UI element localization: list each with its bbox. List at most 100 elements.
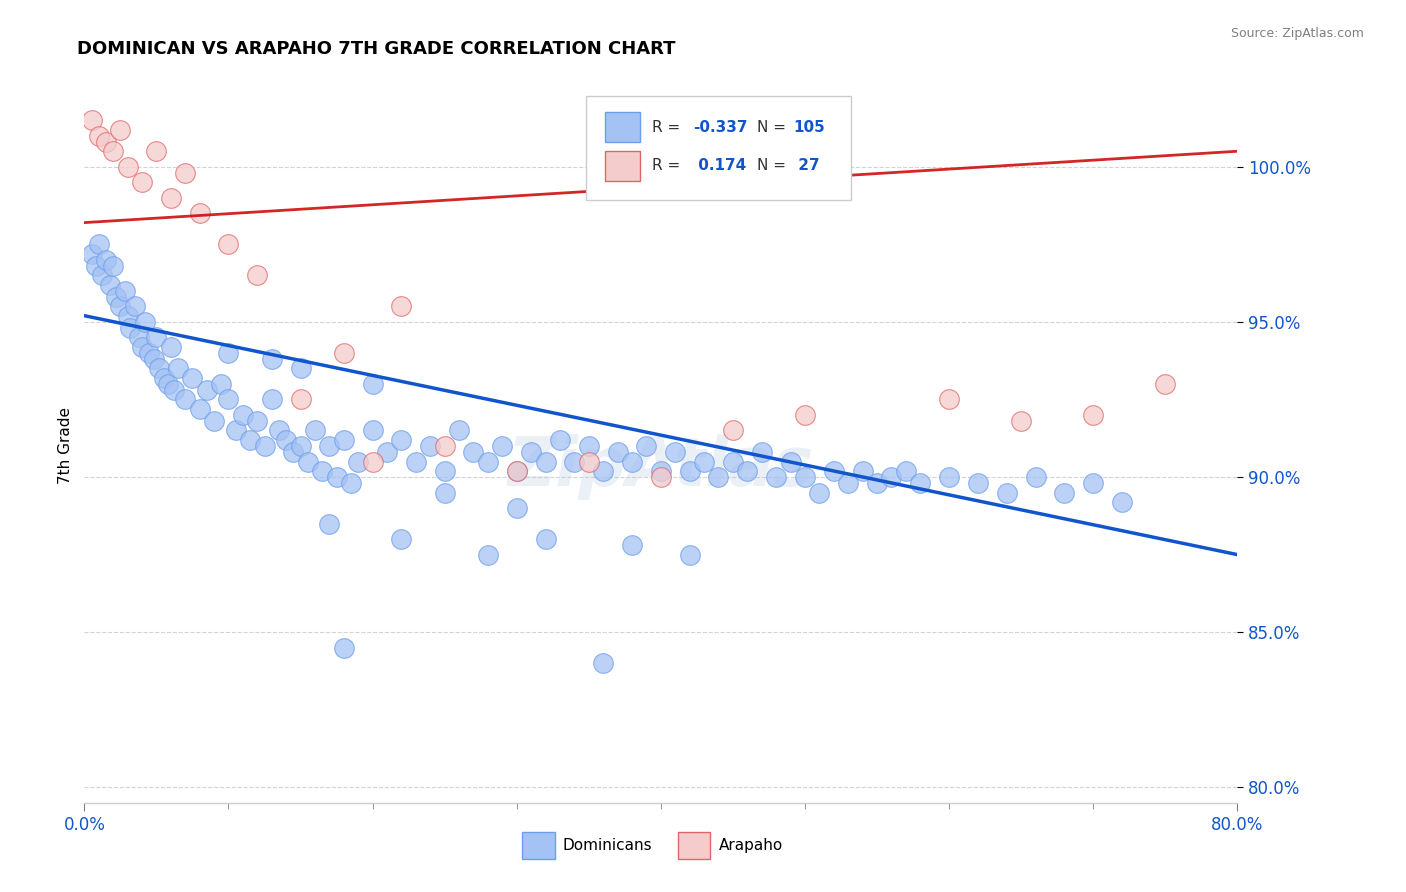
Text: Source: ZipAtlas.com: Source: ZipAtlas.com [1230,27,1364,40]
Point [167,361,190,376]
Point [267,424,290,438]
Point [209,376,232,391]
Point [283,445,305,459]
Point [90,268,112,283]
Point [910,476,932,491]
Point [679,464,702,478]
Point [650,470,672,484]
Point [894,464,917,478]
Y-axis label: 7th Grade: 7th Grade [58,408,73,484]
Point [621,538,644,552]
Text: Arapaho: Arapaho [718,838,783,853]
Point [120,321,142,335]
Point [548,433,571,447]
Point [1083,476,1105,491]
Point [156,376,179,391]
Point [117,160,139,174]
Point [124,299,146,313]
Point [134,315,156,329]
Point [160,191,183,205]
Point [1111,495,1133,509]
Point [938,392,960,407]
Point [225,424,247,438]
Point [650,464,672,478]
FancyBboxPatch shape [523,832,555,859]
Point [145,330,167,344]
Point [142,352,165,367]
Point [174,166,197,180]
Point [117,309,139,323]
Point [405,454,427,468]
Point [391,433,413,447]
Text: 27: 27 [793,158,820,173]
Point [506,464,529,478]
Point [80,113,103,128]
Point [449,424,471,438]
Point [218,392,240,407]
Point [823,464,845,478]
Point [693,454,716,468]
Point [534,532,557,546]
Point [188,206,211,220]
Text: DOMINICAN VS ARAPAHO 7TH GRADE CORRELATION CHART: DOMINICAN VS ARAPAHO 7TH GRADE CORRELATI… [77,40,676,58]
Point [852,464,875,478]
Point [94,135,117,149]
FancyBboxPatch shape [606,151,640,180]
Point [246,414,269,428]
Point [433,439,456,453]
Point [148,361,170,376]
Point [765,470,787,484]
Text: 0.174: 0.174 [693,158,747,173]
Point [333,346,356,360]
FancyBboxPatch shape [586,96,851,200]
Text: -0.337: -0.337 [693,120,748,135]
Point [232,408,254,422]
Point [333,433,356,447]
Point [794,408,817,422]
Point [297,454,319,468]
FancyBboxPatch shape [678,832,710,859]
Point [145,145,167,159]
Point [721,424,744,438]
Point [794,470,817,484]
Point [564,454,586,468]
Point [621,454,644,468]
Point [174,392,197,407]
Point [110,299,132,313]
Point [87,237,110,252]
Point [808,485,831,500]
Point [1053,485,1076,500]
Point [375,445,398,459]
Text: N =: N = [756,158,790,173]
Point [737,464,759,478]
Point [188,401,211,416]
Point [391,532,413,546]
Point [80,246,103,260]
Point [260,392,283,407]
Point [477,548,499,562]
Text: 105: 105 [793,120,825,135]
Point [276,433,298,447]
Point [260,352,283,367]
Text: ZipAtlas: ZipAtlas [508,434,814,500]
Point [361,376,384,391]
Point [128,330,150,344]
Point [477,454,499,468]
Text: N =: N = [756,120,790,135]
Point [340,476,363,491]
Point [94,252,117,267]
Point [361,424,384,438]
Point [290,439,312,453]
Point [433,464,456,478]
FancyBboxPatch shape [606,112,640,142]
Point [1025,470,1047,484]
Point [1154,376,1177,391]
Text: R =: R = [651,120,685,135]
Point [880,470,903,484]
Point [578,454,600,468]
Point [318,516,340,531]
Point [995,485,1018,500]
Point [114,284,136,298]
Point [534,454,557,468]
Point [110,122,132,136]
